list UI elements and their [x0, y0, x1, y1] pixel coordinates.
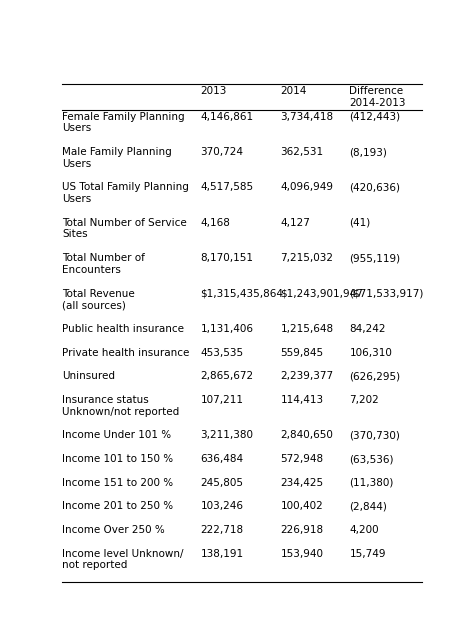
Text: 4,168: 4,168	[200, 218, 230, 228]
Text: 138,191: 138,191	[200, 548, 243, 558]
Text: Total Revenue
(all sources): Total Revenue (all sources)	[62, 289, 135, 311]
Text: 222,718: 222,718	[200, 525, 243, 535]
Text: ($71,533,917): ($71,533,917)	[349, 289, 424, 299]
Text: Income level Unknown/
not reported: Income level Unknown/ not reported	[62, 548, 184, 570]
Text: 362,531: 362,531	[280, 147, 324, 157]
Text: 1,215,648: 1,215,648	[280, 324, 333, 334]
Text: 234,425: 234,425	[280, 478, 324, 488]
Text: 103,246: 103,246	[200, 502, 243, 511]
Text: 107,211: 107,211	[200, 395, 243, 405]
Text: 245,805: 245,805	[200, 478, 243, 488]
Text: Income 201 to 250 %: Income 201 to 250 %	[62, 502, 174, 511]
Text: 2013: 2013	[200, 86, 227, 96]
Text: US Total Family Planning
Users: US Total Family Planning Users	[62, 183, 189, 204]
Text: 2,865,672: 2,865,672	[200, 371, 254, 381]
Text: 7,202: 7,202	[349, 395, 379, 405]
Text: 572,948: 572,948	[280, 454, 324, 464]
Text: (63,536): (63,536)	[349, 454, 394, 464]
Text: 1,131,406: 1,131,406	[200, 324, 253, 334]
Text: 2014: 2014	[280, 86, 307, 96]
Text: 7,215,032: 7,215,032	[280, 253, 333, 263]
Text: Male Family Planning
Users: Male Family Planning Users	[62, 147, 172, 169]
Text: (420,636): (420,636)	[349, 183, 401, 192]
Text: 2,239,377: 2,239,377	[280, 371, 333, 381]
Text: 3,734,418: 3,734,418	[280, 112, 333, 121]
Text: (412,443): (412,443)	[349, 112, 401, 121]
Text: 8,170,151: 8,170,151	[200, 253, 253, 263]
Text: Income 101 to 150 %: Income 101 to 150 %	[62, 454, 174, 464]
Text: 4,146,861: 4,146,861	[200, 112, 254, 121]
Text: 226,918: 226,918	[280, 525, 324, 535]
Text: 4,517,585: 4,517,585	[200, 183, 254, 192]
Text: 84,242: 84,242	[349, 324, 386, 334]
Text: 559,845: 559,845	[280, 348, 324, 358]
Text: (626,295): (626,295)	[349, 371, 401, 381]
Text: Uninsured: Uninsured	[62, 371, 115, 381]
Text: 153,940: 153,940	[280, 548, 323, 558]
Text: (370,730): (370,730)	[349, 431, 400, 440]
Text: 453,535: 453,535	[200, 348, 243, 358]
Text: 2,840,650: 2,840,650	[280, 431, 333, 440]
Text: Private health insurance: Private health insurance	[62, 348, 189, 358]
Text: Insurance status
Unknown/not reported: Insurance status Unknown/not reported	[62, 395, 180, 417]
Text: (11,380): (11,380)	[349, 478, 394, 488]
Text: 100,402: 100,402	[280, 502, 323, 511]
Text: 370,724: 370,724	[200, 147, 243, 157]
Text: (2,844): (2,844)	[349, 502, 387, 511]
Text: $1,315,435,864: $1,315,435,864	[200, 289, 283, 299]
Text: (8,193): (8,193)	[349, 147, 387, 157]
Text: Income 151 to 200 %: Income 151 to 200 %	[62, 478, 174, 488]
Text: Difference
2014-2013: Difference 2014-2013	[349, 86, 406, 107]
Text: 114,413: 114,413	[280, 395, 324, 405]
Text: (41): (41)	[349, 218, 371, 228]
Text: Total Number of
Encounters: Total Number of Encounters	[62, 253, 145, 275]
Text: (955,119): (955,119)	[349, 253, 401, 263]
Text: Public health insurance: Public health insurance	[62, 324, 184, 334]
Text: Income Over 250 %: Income Over 250 %	[62, 525, 165, 535]
Text: Total Number of Service
Sites: Total Number of Service Sites	[62, 218, 187, 240]
Text: Income Under 101 %: Income Under 101 %	[62, 431, 171, 440]
Text: 106,310: 106,310	[349, 348, 392, 358]
Text: 3,211,380: 3,211,380	[200, 431, 253, 440]
Text: 15,749: 15,749	[349, 548, 386, 558]
Text: 636,484: 636,484	[200, 454, 243, 464]
Text: 4,096,949: 4,096,949	[280, 183, 333, 192]
Text: Female Family Planning
Users: Female Family Planning Users	[62, 112, 185, 133]
Text: 4,127: 4,127	[280, 218, 310, 228]
Text: $1,243,901,947: $1,243,901,947	[280, 289, 363, 299]
Text: 4,200: 4,200	[349, 525, 379, 535]
